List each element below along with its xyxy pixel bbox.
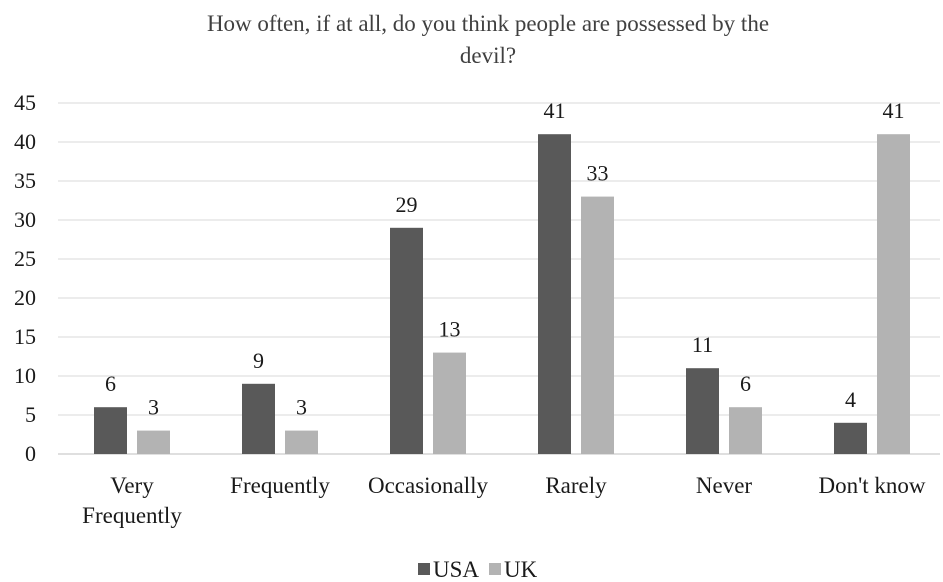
bar-usa: [686, 368, 719, 454]
bar-uk: [877, 134, 910, 454]
data-label: 33: [587, 161, 609, 186]
data-label: 11: [692, 332, 713, 357]
y-tick-label: 30: [14, 207, 36, 232]
legend-label-usa: USA: [433, 557, 479, 582]
data-label: 29: [396, 192, 418, 217]
x-category-label: Don't know: [818, 473, 925, 498]
data-label: 3: [148, 395, 159, 420]
x-category-label: Frequently: [82, 503, 182, 528]
bar-uk: [137, 430, 170, 454]
bar-usa: [390, 227, 423, 454]
bar-uk: [729, 407, 762, 454]
y-tick-label: 5: [25, 402, 36, 427]
y-tick-label: 0: [25, 441, 36, 466]
y-tick-label: 40: [14, 129, 36, 154]
y-tick-label: 25: [14, 246, 36, 271]
data-label: 13: [439, 317, 461, 342]
data-label: 6: [740, 371, 751, 396]
x-category-label: Rarely: [545, 473, 607, 498]
y-tick-label: 15: [14, 324, 36, 349]
legend-label-uk: UK: [504, 557, 538, 582]
data-label: 6: [105, 371, 116, 396]
bar-usa: [94, 407, 127, 454]
y-tick-label: 20: [14, 285, 36, 310]
legend-swatch-usa: [418, 563, 430, 575]
bar-uk: [433, 352, 466, 454]
data-label: 3: [296, 395, 307, 420]
data-label: 4: [845, 387, 856, 412]
legend: USA UK: [418, 557, 538, 582]
bar-usa: [538, 134, 571, 454]
bars: [94, 134, 910, 454]
legend-swatch-uk: [489, 563, 501, 575]
chart-title-line: How often, if at all, do you think peopl…: [207, 11, 769, 36]
y-tick-label: 35: [14, 168, 36, 193]
bar-uk: [581, 196, 614, 454]
x-category-label: Occasionally: [368, 473, 489, 498]
x-category-label: Very: [110, 473, 154, 498]
gridlines: [58, 102, 940, 455]
bar-usa: [834, 422, 867, 454]
data-label: 41: [544, 98, 566, 123]
chart-title: How often, if at all, do you think peopl…: [207, 11, 769, 68]
data-label: 41: [883, 98, 905, 123]
x-axis-categories: Very Frequently Frequently Occasionally Rare…: [82, 473, 926, 528]
y-tick-label: 45: [14, 90, 36, 115]
bar-usa: [242, 383, 275, 454]
data-label: 9: [253, 348, 264, 373]
chart-title-line: devil?: [460, 43, 516, 68]
y-tick-label: 10: [14, 363, 36, 388]
y-axis-ticks: 0 5 10 15 20 25 30 35 40 45: [14, 90, 36, 466]
bar-uk: [285, 430, 318, 454]
x-category-label: Never: [696, 473, 753, 498]
x-category-label: Frequently: [230, 473, 330, 498]
data-labels: 6 3 9 3 29 13 41 33 11 6 4 41: [105, 98, 905, 419]
